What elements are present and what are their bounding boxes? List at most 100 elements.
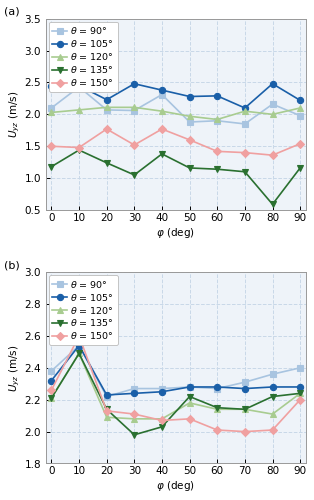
$\theta$ = 105° bbox=[271, 384, 274, 390]
Line: $\theta$ = 150°: $\theta$ = 150° bbox=[48, 333, 303, 434]
$\theta$ = 120° bbox=[77, 107, 81, 113]
$\theta$ = 120° bbox=[215, 406, 219, 412]
$\theta$ = 90° bbox=[133, 108, 136, 114]
$\theta$ = 150° bbox=[298, 140, 302, 146]
$\theta$ = 120° bbox=[133, 104, 136, 110]
$\theta$ = 90° bbox=[188, 384, 192, 390]
$\theta$ = 120° bbox=[188, 114, 192, 119]
$\theta$ = 90° bbox=[271, 101, 274, 107]
$\theta$ = 135° bbox=[105, 160, 109, 166]
$\theta$ = 90° bbox=[133, 386, 136, 392]
X-axis label: $\varphi$ (deg): $\varphi$ (deg) bbox=[156, 479, 195, 493]
$\theta$ = 150° bbox=[105, 408, 109, 414]
$\theta$ = 105° bbox=[160, 388, 164, 394]
Text: (b): (b) bbox=[4, 260, 20, 270]
$\theta$ = 105° bbox=[215, 93, 219, 99]
$\theta$ = 105° bbox=[77, 342, 81, 348]
$\theta$ = 105° bbox=[77, 82, 81, 88]
$\theta$ = 150° bbox=[215, 148, 219, 154]
$\theta$ = 90° bbox=[243, 379, 247, 385]
$\theta$ = 105° bbox=[133, 80, 136, 86]
$\theta$ = 150° bbox=[133, 411, 136, 417]
$\theta$ = 135° bbox=[50, 395, 53, 401]
$\theta$ = 90° bbox=[215, 118, 219, 124]
$\theta$ = 150° bbox=[77, 333, 81, 339]
$\theta$ = 90° bbox=[77, 84, 81, 90]
$\theta$ = 120° bbox=[105, 414, 109, 420]
$\theta$ = 90° bbox=[50, 105, 53, 111]
Text: (a): (a) bbox=[4, 7, 20, 17]
$\theta$ = 150° bbox=[160, 418, 164, 424]
$\theta$ = 135° bbox=[188, 394, 192, 400]
$\theta$ = 120° bbox=[298, 390, 302, 396]
Line: $\theta$ = 105°: $\theta$ = 105° bbox=[48, 342, 303, 398]
$\theta$ = 105° bbox=[105, 96, 109, 102]
Line: $\theta$ = 90°: $\theta$ = 90° bbox=[48, 84, 303, 127]
Line: $\theta$ = 135°: $\theta$ = 135° bbox=[48, 147, 303, 208]
$\theta$ = 120° bbox=[271, 411, 274, 417]
$\theta$ = 150° bbox=[133, 142, 136, 148]
$\theta$ = 150° bbox=[271, 152, 274, 158]
$\theta$ = 105° bbox=[160, 87, 164, 93]
$\theta$ = 90° bbox=[77, 342, 81, 348]
$\theta$ = 120° bbox=[160, 416, 164, 422]
$\theta$ = 135° bbox=[133, 432, 136, 438]
$\theta$ = 120° bbox=[50, 110, 53, 116]
$\theta$ = 105° bbox=[188, 94, 192, 100]
$\theta$ = 120° bbox=[243, 406, 247, 412]
Line: $\theta$ = 120°: $\theta$ = 120° bbox=[48, 104, 303, 122]
$\theta$ = 90° bbox=[215, 386, 219, 392]
$\theta$ = 150° bbox=[243, 428, 247, 434]
$\theta$ = 135° bbox=[243, 406, 247, 412]
Y-axis label: $U_{yz}$ (m/s): $U_{yz}$ (m/s) bbox=[7, 344, 22, 392]
$\theta$ = 150° bbox=[160, 126, 164, 132]
$\theta$ = 135° bbox=[160, 424, 164, 430]
$\theta$ = 90° bbox=[50, 368, 53, 374]
$\theta$ = 105° bbox=[243, 386, 247, 392]
$\theta$ = 150° bbox=[271, 427, 274, 433]
$\theta$ = 90° bbox=[298, 112, 302, 118]
$\theta$ = 150° bbox=[188, 137, 192, 143]
Legend: $\theta$ = 90°, $\theta$ = 105°, $\theta$ = 120°, $\theta$ = 135°, $\theta$ = 15: $\theta$ = 90°, $\theta$ = 105°, $\theta… bbox=[49, 275, 118, 345]
$\theta$ = 135° bbox=[215, 166, 219, 172]
$\theta$ = 120° bbox=[215, 116, 219, 122]
Line: $\theta$ = 135°: $\theta$ = 135° bbox=[48, 350, 303, 438]
X-axis label: $\varphi$ (deg): $\varphi$ (deg) bbox=[156, 226, 195, 239]
Line: $\theta$ = 105°: $\theta$ = 105° bbox=[48, 80, 303, 111]
$\theta$ = 135° bbox=[160, 151, 164, 157]
Line: $\theta$ = 150°: $\theta$ = 150° bbox=[48, 126, 303, 158]
$\theta$ = 90° bbox=[243, 121, 247, 127]
$\theta$ = 150° bbox=[243, 150, 247, 156]
$\theta$ = 135° bbox=[298, 390, 302, 396]
$\theta$ = 105° bbox=[271, 80, 274, 86]
$\theta$ = 120° bbox=[243, 108, 247, 114]
$\theta$ = 135° bbox=[50, 164, 53, 170]
Line: $\theta$ = 90°: $\theta$ = 90° bbox=[48, 342, 303, 400]
$\theta$ = 150° bbox=[298, 396, 302, 402]
$\theta$ = 105° bbox=[215, 384, 219, 390]
$\theta$ = 90° bbox=[160, 92, 164, 98]
$\theta$ = 105° bbox=[243, 105, 247, 111]
$\theta$ = 105° bbox=[298, 98, 302, 103]
$\theta$ = 135° bbox=[243, 169, 247, 175]
Y-axis label: $U_{yz}$ (m/s): $U_{yz}$ (m/s) bbox=[7, 90, 22, 138]
$\theta$ = 135° bbox=[77, 147, 81, 153]
$\theta$ = 120° bbox=[298, 105, 302, 111]
$\theta$ = 135° bbox=[271, 202, 274, 207]
$\theta$ = 150° bbox=[105, 126, 109, 132]
$\theta$ = 135° bbox=[271, 394, 274, 400]
$\theta$ = 150° bbox=[50, 143, 53, 149]
$\theta$ = 90° bbox=[105, 394, 109, 400]
$\theta$ = 135° bbox=[105, 406, 109, 412]
$\theta$ = 135° bbox=[77, 350, 81, 356]
$\theta$ = 105° bbox=[298, 384, 302, 390]
$\theta$ = 120° bbox=[105, 104, 109, 110]
$\theta$ = 135° bbox=[298, 165, 302, 171]
$\theta$ = 90° bbox=[105, 107, 109, 113]
$\theta$ = 150° bbox=[215, 427, 219, 433]
$\theta$ = 105° bbox=[105, 392, 109, 398]
$\theta$ = 120° bbox=[188, 400, 192, 406]
$\theta$ = 90° bbox=[160, 386, 164, 392]
$\theta$ = 120° bbox=[160, 108, 164, 114]
$\theta$ = 135° bbox=[188, 165, 192, 171]
